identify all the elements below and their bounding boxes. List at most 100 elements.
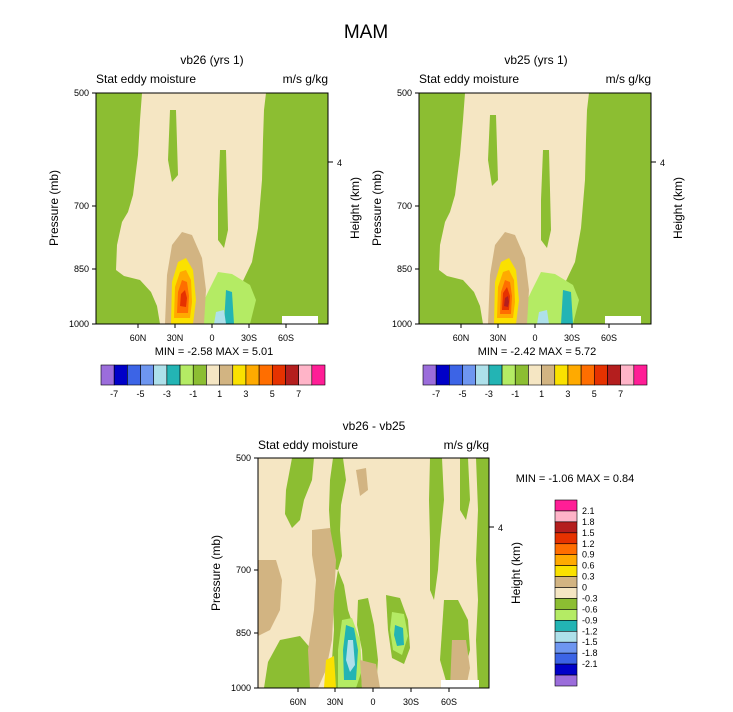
y-tick-label: 500 bbox=[397, 88, 412, 98]
colorbar-swatch bbox=[422, 364, 437, 386]
y-tick-label: 500 bbox=[236, 453, 251, 463]
colorbar-swatch bbox=[554, 565, 578, 577]
y-tick-label: 1000 bbox=[69, 319, 89, 329]
pos-tan-1 bbox=[258, 560, 282, 636]
colorbar-tick-label: 1 bbox=[539, 389, 544, 399]
colorbar-tick-label: -0.9 bbox=[582, 615, 598, 625]
colorbar-tick-label: 0.9 bbox=[582, 550, 595, 560]
colorbar-swatch bbox=[554, 674, 578, 687]
colorbar: -7 -5 -3 -1 1 3 5 7 bbox=[422, 364, 648, 399]
neg-teal-zone bbox=[224, 290, 234, 324]
colorbar-swatch bbox=[153, 364, 168, 386]
colorbar-swatch bbox=[245, 364, 260, 386]
colorbar-tick-label: -5 bbox=[459, 389, 467, 399]
colorbar-tick-label: 1 bbox=[217, 389, 222, 399]
x-axis: 60N 30N 0 30S 60S bbox=[290, 688, 457, 707]
x-tick-label: 60S bbox=[278, 333, 294, 343]
y-tick-label: 500 bbox=[74, 88, 89, 98]
y-tick-label: 1000 bbox=[231, 683, 251, 693]
colorbar-tick-label: -7 bbox=[432, 389, 440, 399]
colorbar-swatch bbox=[554, 364, 569, 386]
colorbar-swatch bbox=[449, 364, 463, 386]
colorbar-swatch bbox=[113, 364, 128, 386]
colorbar-tick-label: 1.8 bbox=[582, 517, 595, 527]
colorbar-swatch bbox=[100, 364, 115, 386]
colorbar-swatch bbox=[462, 364, 477, 386]
x-tick-label: 30N bbox=[490, 333, 507, 343]
x-tick-label: 60N bbox=[453, 333, 470, 343]
colorbar: -7 -5 -3 -1 1 3 5 7 bbox=[100, 364, 326, 399]
colorbar-swatch bbox=[554, 587, 578, 599]
colorbar-tick-label: -1.8 bbox=[582, 648, 598, 658]
colorbar-swatch bbox=[554, 532, 578, 545]
colorbar-swatch bbox=[514, 364, 529, 386]
x-axis: 60N 30N 0 30S 60S bbox=[130, 324, 294, 343]
pos-tan-5 bbox=[356, 468, 368, 496]
x-tick-label: 0 bbox=[209, 333, 214, 343]
pos-darkred-zone bbox=[504, 296, 509, 307]
x-tick-label: 0 bbox=[370, 697, 375, 707]
colorbar-tick-label: 0 bbox=[582, 583, 587, 593]
colorbar-swatch bbox=[528, 364, 542, 386]
colorbar-swatch bbox=[567, 364, 582, 386]
x-tick-label: 60S bbox=[441, 697, 457, 707]
colorbar-tick-label: 3 bbox=[243, 389, 248, 399]
colorbar-tick-label: 7 bbox=[618, 389, 623, 399]
neg-band-6 bbox=[429, 458, 444, 600]
colorbar-tick-label: 7 bbox=[296, 389, 301, 399]
colorbar-tick-label: -3 bbox=[163, 389, 171, 399]
y2-tick-label: 4 bbox=[498, 523, 503, 533]
x-tick-label: 0 bbox=[532, 333, 537, 343]
neg-zone-small bbox=[488, 115, 498, 186]
y-axis: 500 700 850 1000 Pressure (mb) bbox=[370, 88, 419, 329]
neg-cyan-zone bbox=[537, 310, 549, 324]
missing-data-patch bbox=[282, 316, 318, 324]
neg-zone-south bbox=[234, 93, 328, 324]
y-tick-label: 700 bbox=[236, 565, 251, 575]
neg-zone-south bbox=[557, 93, 651, 324]
y2-axis: 4 Height (km) bbox=[489, 523, 523, 604]
left-label: Stat eddy moisture bbox=[258, 438, 358, 452]
neg-teal-zone bbox=[561, 290, 573, 324]
colorbar-tick-label: -1 bbox=[511, 389, 519, 399]
min-max-stats: MIN = -2.42 MAX = 5.72 bbox=[478, 346, 597, 358]
x-axis: 60N 30N 0 30S 60S bbox=[453, 324, 617, 343]
x-tick-label: 30S bbox=[564, 333, 580, 343]
colorbar-tick-label: -7 bbox=[110, 389, 118, 399]
right-label: m/s g/kg bbox=[606, 72, 651, 86]
neg-zone-west bbox=[96, 93, 160, 324]
contour-fill bbox=[419, 93, 651, 324]
neg-zone-small bbox=[168, 110, 178, 182]
y2-tick-label: 4 bbox=[660, 158, 665, 168]
y-axis-label: Pressure (mb) bbox=[370, 170, 384, 246]
colorbar-swatch bbox=[554, 576, 578, 588]
neg-band-1 bbox=[285, 458, 314, 528]
colorbar-swatch bbox=[593, 364, 608, 386]
y-tick-label: 850 bbox=[236, 628, 251, 638]
missing-data-patch bbox=[441, 680, 479, 688]
colorbar-tick-label: -1.5 bbox=[582, 637, 598, 647]
colorbar-swatch bbox=[554, 554, 578, 566]
colorbar-swatch bbox=[554, 598, 578, 610]
colorbar-tick-label: -1 bbox=[189, 389, 197, 399]
colorbar-swatch bbox=[633, 364, 648, 386]
panel-difference: vb26 - vb25 Stat eddy moisture m/s g/kg bbox=[209, 419, 634, 707]
colorbar-swatch bbox=[554, 499, 578, 512]
panel-title: vb26 - vb25 bbox=[343, 419, 406, 433]
neg-band-8 bbox=[476, 458, 489, 688]
colorbar: 2.11.81.51.20.90.60.30-0.3-0.6-0.9-1.2-1… bbox=[554, 499, 598, 687]
colorbar-tick-label: 5 bbox=[270, 389, 275, 399]
colorbar-swatch bbox=[580, 364, 595, 386]
y-tick-label: 700 bbox=[74, 201, 89, 211]
neg-zone-west bbox=[419, 93, 483, 324]
colorbar-tick-label: 2.1 bbox=[582, 506, 595, 516]
panel-vb26: vb26 (yrs 1) Stat eddy moisture m/s g/kg bbox=[47, 53, 362, 399]
colorbar-swatch bbox=[258, 364, 273, 386]
colorbar-swatch bbox=[541, 364, 556, 386]
colorbar-swatch bbox=[554, 641, 578, 654]
colorbar-swatch bbox=[140, 364, 155, 386]
y-tick-label: 850 bbox=[397, 264, 412, 274]
colorbar-swatch bbox=[271, 364, 286, 386]
pos-tan-4 bbox=[450, 640, 470, 688]
